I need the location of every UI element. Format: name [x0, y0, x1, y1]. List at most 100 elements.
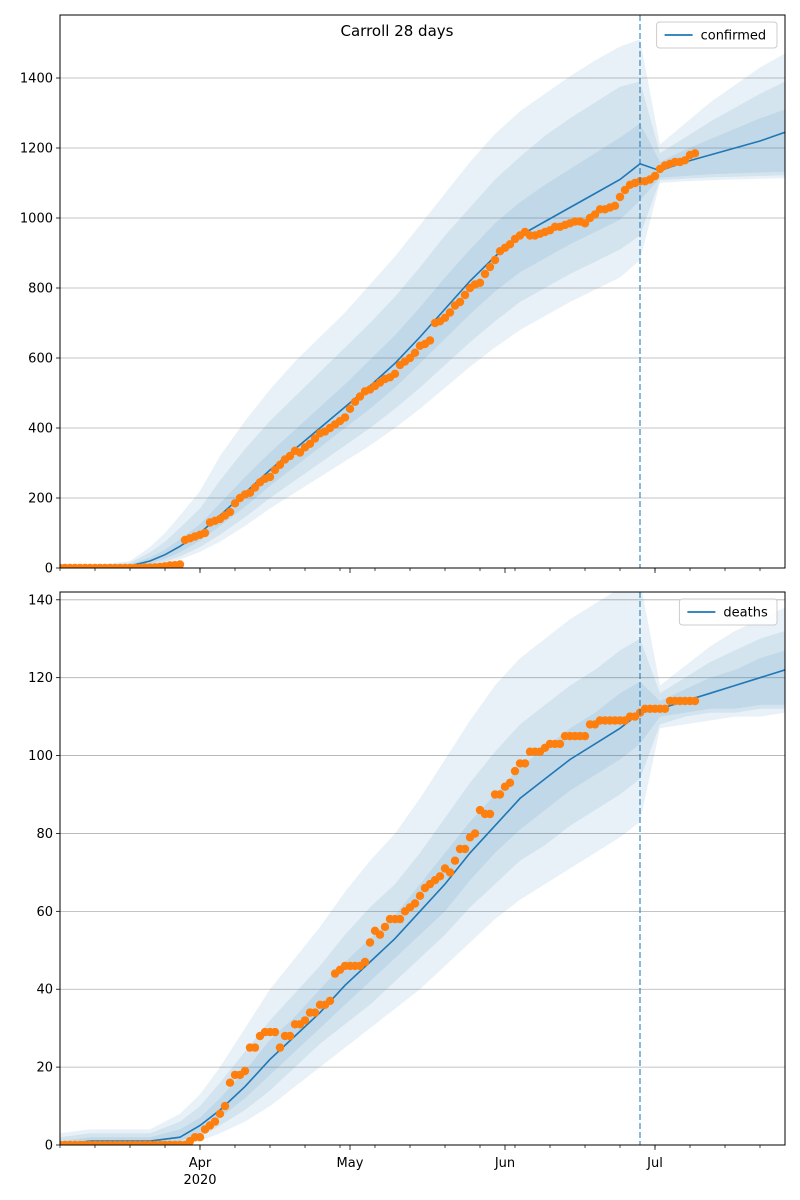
observed-point: [210, 1117, 220, 1126]
observed-point: [460, 290, 470, 300]
y-tick-label: 140: [28, 593, 53, 608]
observed-point: [425, 336, 435, 345]
observed-point: [380, 922, 390, 932]
observed-point: [285, 451, 295, 461]
observed-point: [480, 269, 490, 279]
legend-label: deaths: [723, 606, 768, 621]
observed-point: [445, 308, 455, 317]
observed-point: [485, 809, 495, 819]
y-tick-label: 400: [28, 422, 53, 437]
observed-point: [390, 369, 400, 378]
observed-point: [490, 255, 500, 265]
observed-point: [220, 1101, 230, 1111]
x-tick-sublabel: 2020: [183, 1173, 216, 1188]
observed-point: [455, 297, 465, 307]
observed-point: [435, 872, 445, 881]
y-tick-label: 80: [36, 827, 53, 842]
observed-point: [395, 914, 405, 924]
uncertainty-band: [60, 81, 785, 568]
observed-point: [415, 891, 425, 900]
y-tick-label: 1000: [20, 212, 53, 227]
legend-box: [678, 598, 778, 626]
observed-point: [300, 1016, 310, 1025]
observed-point: [230, 499, 240, 508]
observed-point: [345, 404, 355, 413]
model-line: [60, 669, 785, 1145]
observed-point: [405, 353, 415, 363]
observed-point: [410, 348, 420, 357]
x-tick-label: Jun: [494, 1156, 515, 1171]
y-tick-label: 60: [36, 905, 53, 920]
y-tick-label: 20: [36, 1061, 53, 1076]
observed-point: [305, 439, 315, 448]
observed-point: [250, 483, 260, 492]
observed-point: [225, 507, 235, 517]
deaths-panel: 0 20 40 60 80 100 120 140 Apr 2020 May Jun Jul deaths: [28, 591, 786, 1188]
legend-label: confirmed: [701, 29, 767, 44]
observed-point: [660, 704, 670, 713]
observed-point: [225, 1078, 235, 1087]
observed-point: [510, 766, 520, 776]
x-tick-label: May: [337, 1156, 364, 1171]
observed-point: [295, 448, 305, 457]
observed-point: [310, 434, 320, 443]
y-tick-label: 40: [36, 983, 53, 998]
observed-point: [175, 560, 185, 568]
observed-point: [495, 790, 505, 799]
y-tick-label: 120: [28, 671, 53, 686]
observed-point: [690, 696, 700, 706]
observed-point: [275, 460, 285, 469]
observed-point: [580, 731, 590, 741]
uncertainty-band: [60, 109, 785, 568]
observed-point: [615, 192, 625, 202]
observed-point: [360, 957, 370, 967]
observed-point: [240, 1066, 250, 1076]
observed-point: [200, 528, 210, 538]
y-tick-label: 0: [45, 562, 53, 577]
observed-point: [650, 171, 660, 181]
observed-point: [445, 868, 455, 877]
observed-point: [610, 201, 620, 210]
observed-point: [365, 938, 375, 947]
x-tick-label: Jul: [646, 1156, 663, 1171]
y-tick-label: 1400: [20, 72, 53, 87]
observed-point: [265, 472, 275, 482]
plot-area: [60, 39, 785, 568]
observed-point: [325, 996, 335, 1006]
uncertainty-band: [60, 592, 785, 1145]
observed-point: [375, 930, 385, 939]
observed-point: [245, 488, 255, 497]
observed-point: [270, 1027, 280, 1037]
y-tick-label: 0: [45, 1139, 53, 1154]
observed-point: [620, 185, 630, 195]
x-tick-label: Apr: [189, 1156, 212, 1171]
axes-frame: [59, 591, 786, 1146]
chart-title: Carroll 28 days: [341, 22, 454, 40]
observed-point: [590, 210, 600, 219]
y-tick-label: 600: [28, 352, 53, 367]
observed-point: [470, 829, 480, 838]
plot-area: [60, 592, 785, 1145]
observed-point: [460, 844, 470, 854]
observed-point: [555, 739, 565, 749]
observed-point: [275, 1043, 285, 1052]
observed-point: [505, 778, 515, 787]
observed-point: [215, 1109, 225, 1119]
y-tick-label: 1200: [20, 142, 53, 157]
observed-point: [485, 262, 495, 272]
observed-point: [195, 1133, 205, 1142]
y-tick-label: 100: [28, 749, 53, 764]
observed-point: [410, 899, 420, 908]
observed-point: [270, 465, 280, 475]
observed-point: [520, 759, 530, 768]
observed-point: [310, 1008, 320, 1017]
legend-box: [656, 21, 778, 49]
confirmed-panel: 0 200 400 600 800 1000 1200 1400 confirmed: [20, 14, 786, 577]
observed-point: [250, 1043, 260, 1052]
uncertainty-band: [60, 39, 785, 568]
observed-point: [450, 856, 460, 865]
observed-point: [505, 240, 515, 249]
observed-point: [580, 219, 590, 228]
observed-point: [475, 278, 485, 287]
observed-point: [690, 149, 700, 158]
